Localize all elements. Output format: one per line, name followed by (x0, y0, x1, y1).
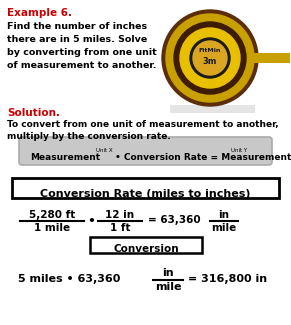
Circle shape (180, 28, 240, 88)
Text: • Conversion Rate = Measurement: • Conversion Rate = Measurement (112, 153, 291, 162)
Circle shape (193, 41, 227, 75)
FancyBboxPatch shape (252, 53, 290, 63)
FancyBboxPatch shape (170, 105, 255, 113)
Bar (90, 237, 202, 253)
Text: mile: mile (155, 282, 181, 292)
Text: 1 ft: 1 ft (110, 223, 130, 233)
Text: 3m: 3m (203, 58, 217, 67)
Circle shape (166, 14, 254, 102)
Text: Find the number of inches: Find the number of inches (7, 22, 147, 31)
Text: To convert from one unit of measurement to another,: To convert from one unit of measurement … (7, 120, 278, 129)
Text: 1 mile: 1 mile (34, 223, 70, 233)
Text: 5 miles • 63,360: 5 miles • 63,360 (18, 274, 120, 284)
FancyBboxPatch shape (19, 137, 272, 165)
Text: •: • (87, 215, 95, 228)
Text: multiply by the conversion rate.: multiply by the conversion rate. (7, 132, 171, 141)
Circle shape (190, 38, 230, 78)
Text: in: in (162, 268, 174, 278)
Text: mile: mile (211, 223, 237, 233)
Circle shape (174, 22, 246, 94)
Text: = 63,360: = 63,360 (148, 215, 200, 225)
Text: Conversion Rate (miles to inches): Conversion Rate (miles to inches) (40, 189, 250, 199)
Text: there are in 5 miles. Solve: there are in 5 miles. Solve (7, 35, 147, 44)
Text: Unit Y: Unit Y (231, 148, 247, 153)
Text: in: in (219, 210, 230, 220)
Text: Solution.: Solution. (7, 108, 60, 118)
Text: Example 6.: Example 6. (7, 8, 72, 18)
Bar (12, 178, 279, 198)
Text: Measurement: Measurement (30, 153, 100, 162)
Text: 12 in: 12 in (105, 210, 134, 220)
Text: 5,280 ft: 5,280 ft (29, 210, 75, 220)
Text: = 316,800 in: = 316,800 in (188, 274, 267, 284)
Text: Conversion: Conversion (113, 244, 179, 254)
Text: Unit X: Unit X (96, 148, 113, 153)
Text: of measurement to another.: of measurement to another. (7, 61, 157, 70)
Text: by converting from one unit: by converting from one unit (7, 48, 157, 57)
Text: FitMin: FitMin (199, 47, 221, 53)
Circle shape (162, 10, 258, 106)
